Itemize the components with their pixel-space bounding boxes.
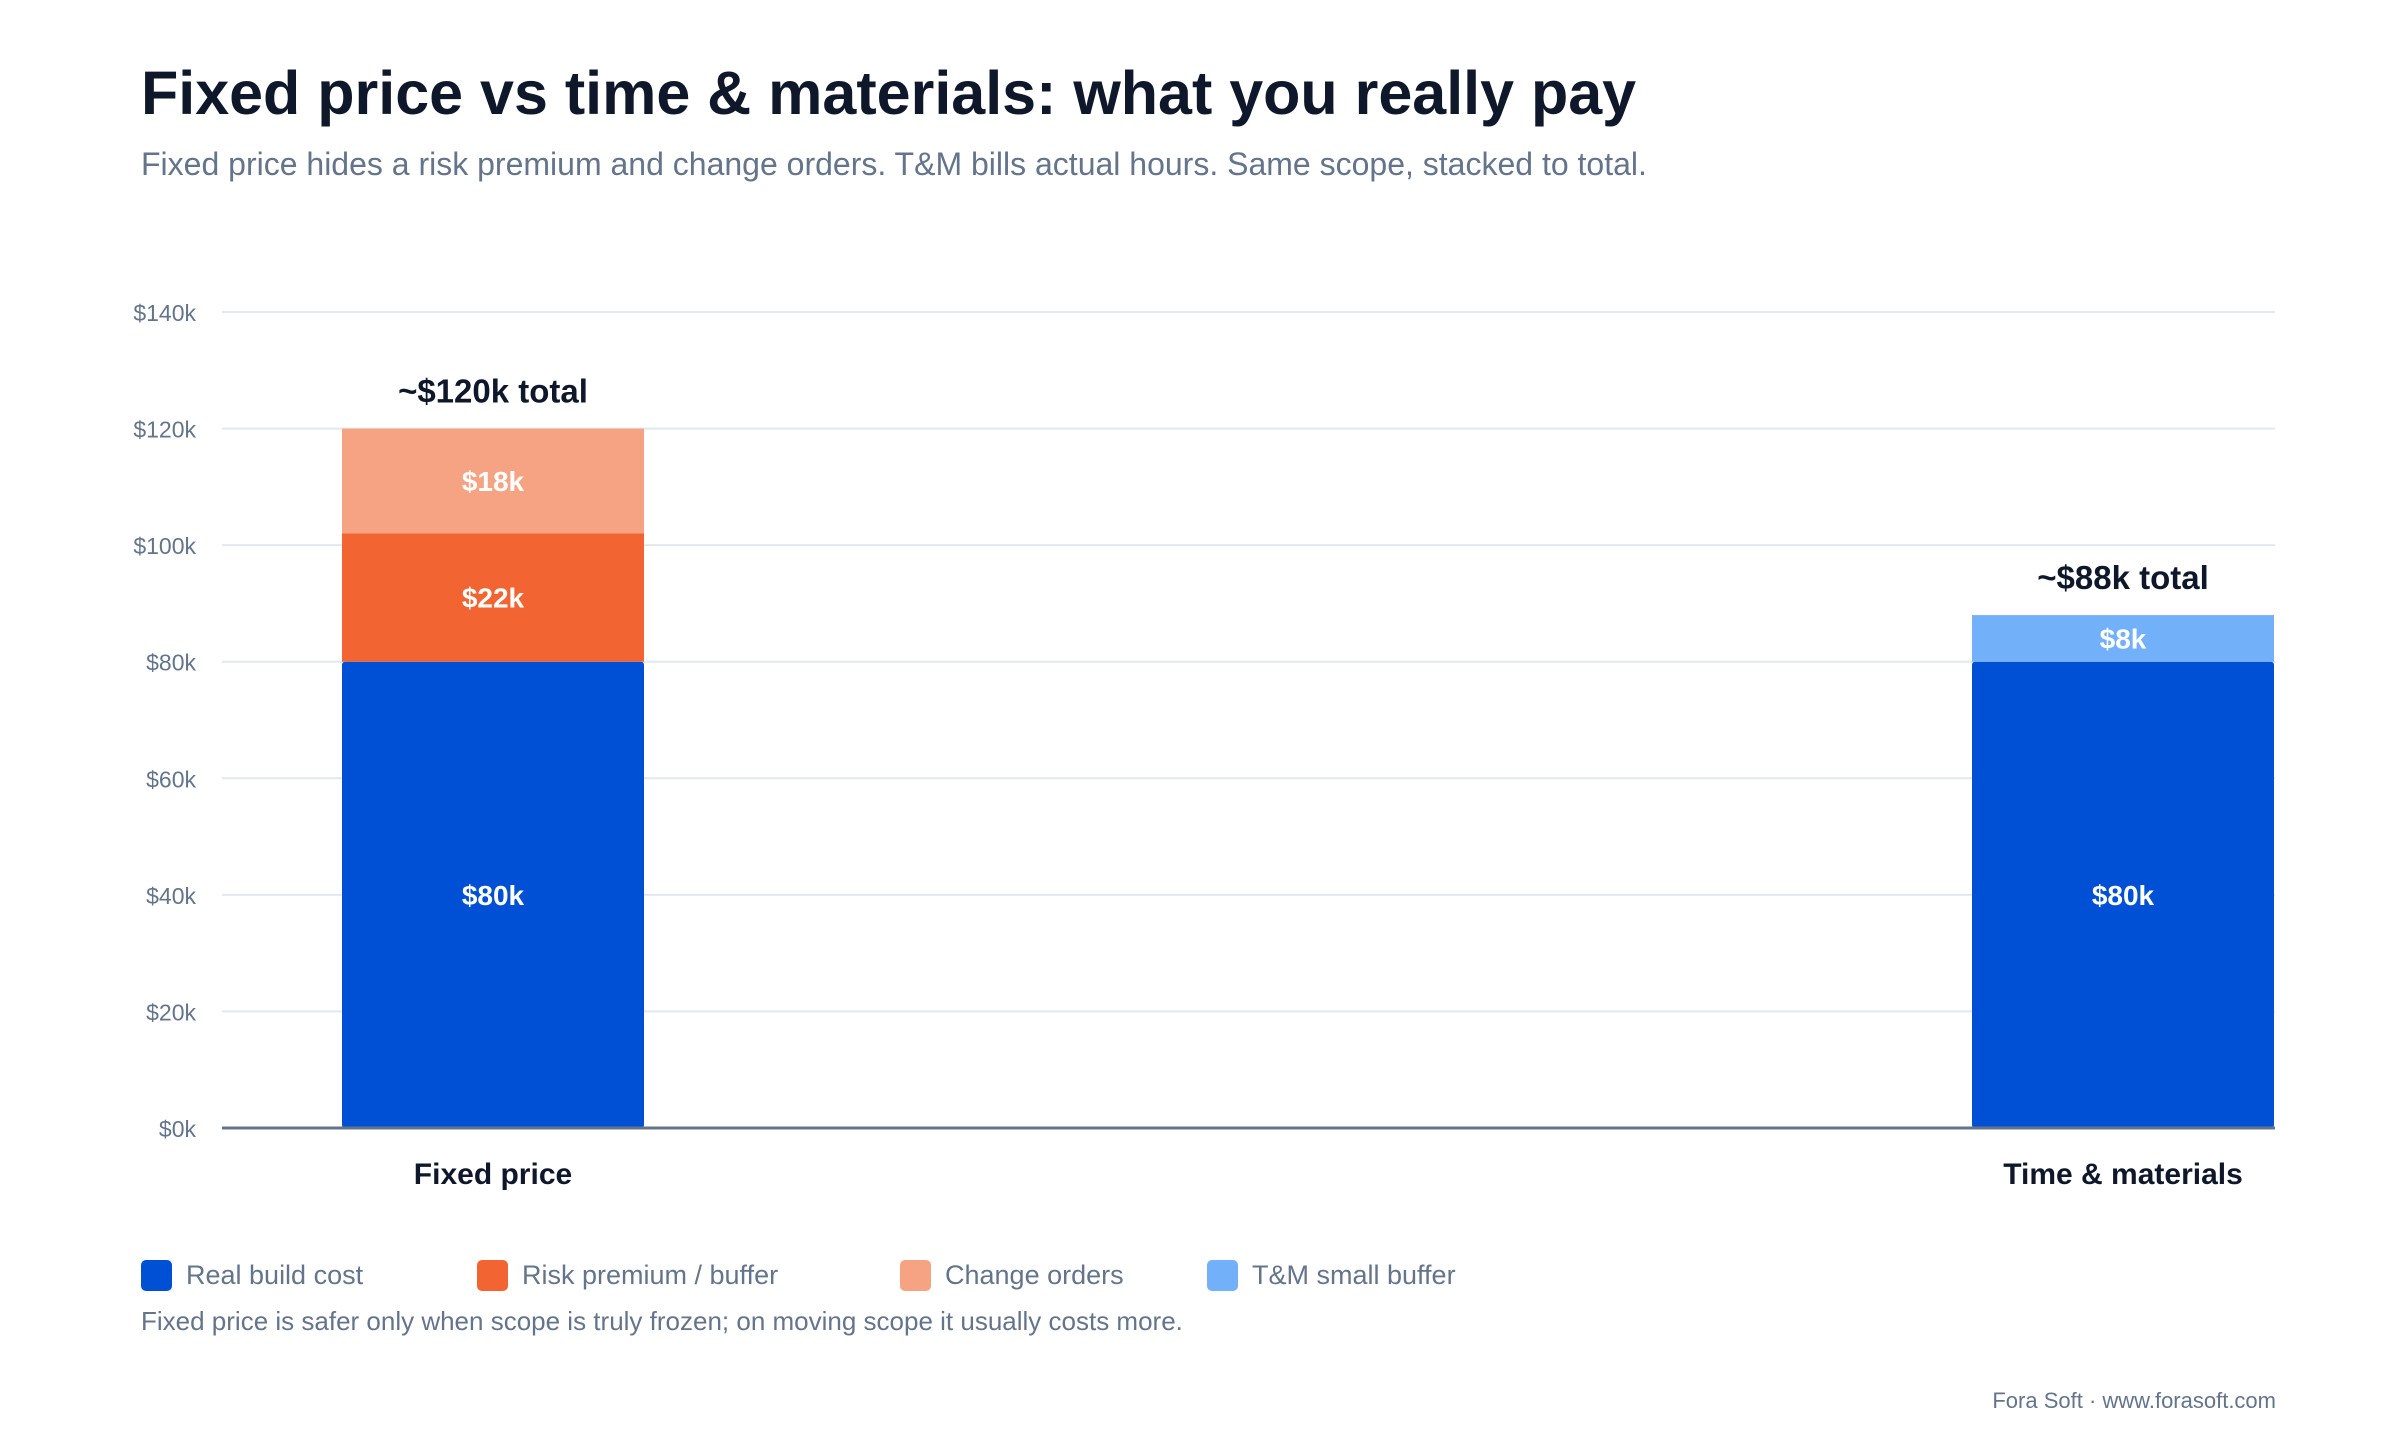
legend-swatch-tm-small-buffer [1207,1260,1238,1291]
y-tick-label: $100k [133,533,196,559]
legend-swatch-real-build-cost [141,1260,172,1291]
y-tick-label: $40k [146,883,196,909]
legend-swatch-risk-premium [477,1260,508,1291]
bar-value-label: $8k [2100,623,2147,654]
legend-label-real-build-cost: Real build cost [186,1260,364,1290]
legend-swatch-change-orders [900,1260,931,1291]
bar-segment [1972,615,2274,662]
legend-item-tm-small-buffer: T&M small buffer [1207,1260,1456,1291]
bar-segment [342,661,644,1128]
legend-item-real-build-cost: Real build cost [141,1260,363,1291]
legend-item-change-orders: Change orders [900,1260,1124,1291]
y-tick-label: $140k [133,300,196,326]
x-category-label: Fixed price [414,1158,572,1191]
stacked-bar-chart: $0k $20k $40k $60k $80k $100k $120k $140k $80k $2… [133,300,2275,1191]
bar-segment [342,533,644,662]
bar-total-label: ~$88k total [2037,559,2209,596]
y-tick-label: $0k [159,1116,197,1142]
chart-title: Fixed price vs time & materials: what yo… [141,59,1637,127]
y-tick-label: $60k [146,766,196,792]
legend-label-change-orders: Change orders [945,1260,1124,1290]
y-tick-label: $20k [146,999,196,1025]
source-credit: Fora Soft · www.forasoft.com [1992,1388,2276,1413]
bar-segment [1972,661,2274,1128]
legend-label-risk-premium: Risk premium / buffer [522,1260,779,1290]
chart-footnote: Fixed price is safer only when scope is … [141,1306,1183,1336]
legend-item-risk-premium: Risk premium / buffer [477,1260,778,1291]
bar-value-label: $80k [2092,880,2155,911]
bar-segment [342,428,644,534]
legend-label-tm-small-buffer: T&M small buffer [1252,1260,1456,1290]
x-category-label: Time & materials [2003,1158,2243,1191]
y-tick-label: $120k [133,417,196,443]
bar-value-label: $18k [462,466,525,497]
bar-value-label: $80k [462,880,525,911]
bar-value-label: $22k [462,583,525,614]
y-tick-label: $80k [146,650,196,676]
bar-total-label: ~$120k total [398,373,588,410]
chart-subtitle: Fixed price hides a risk premium and cha… [141,146,1647,182]
